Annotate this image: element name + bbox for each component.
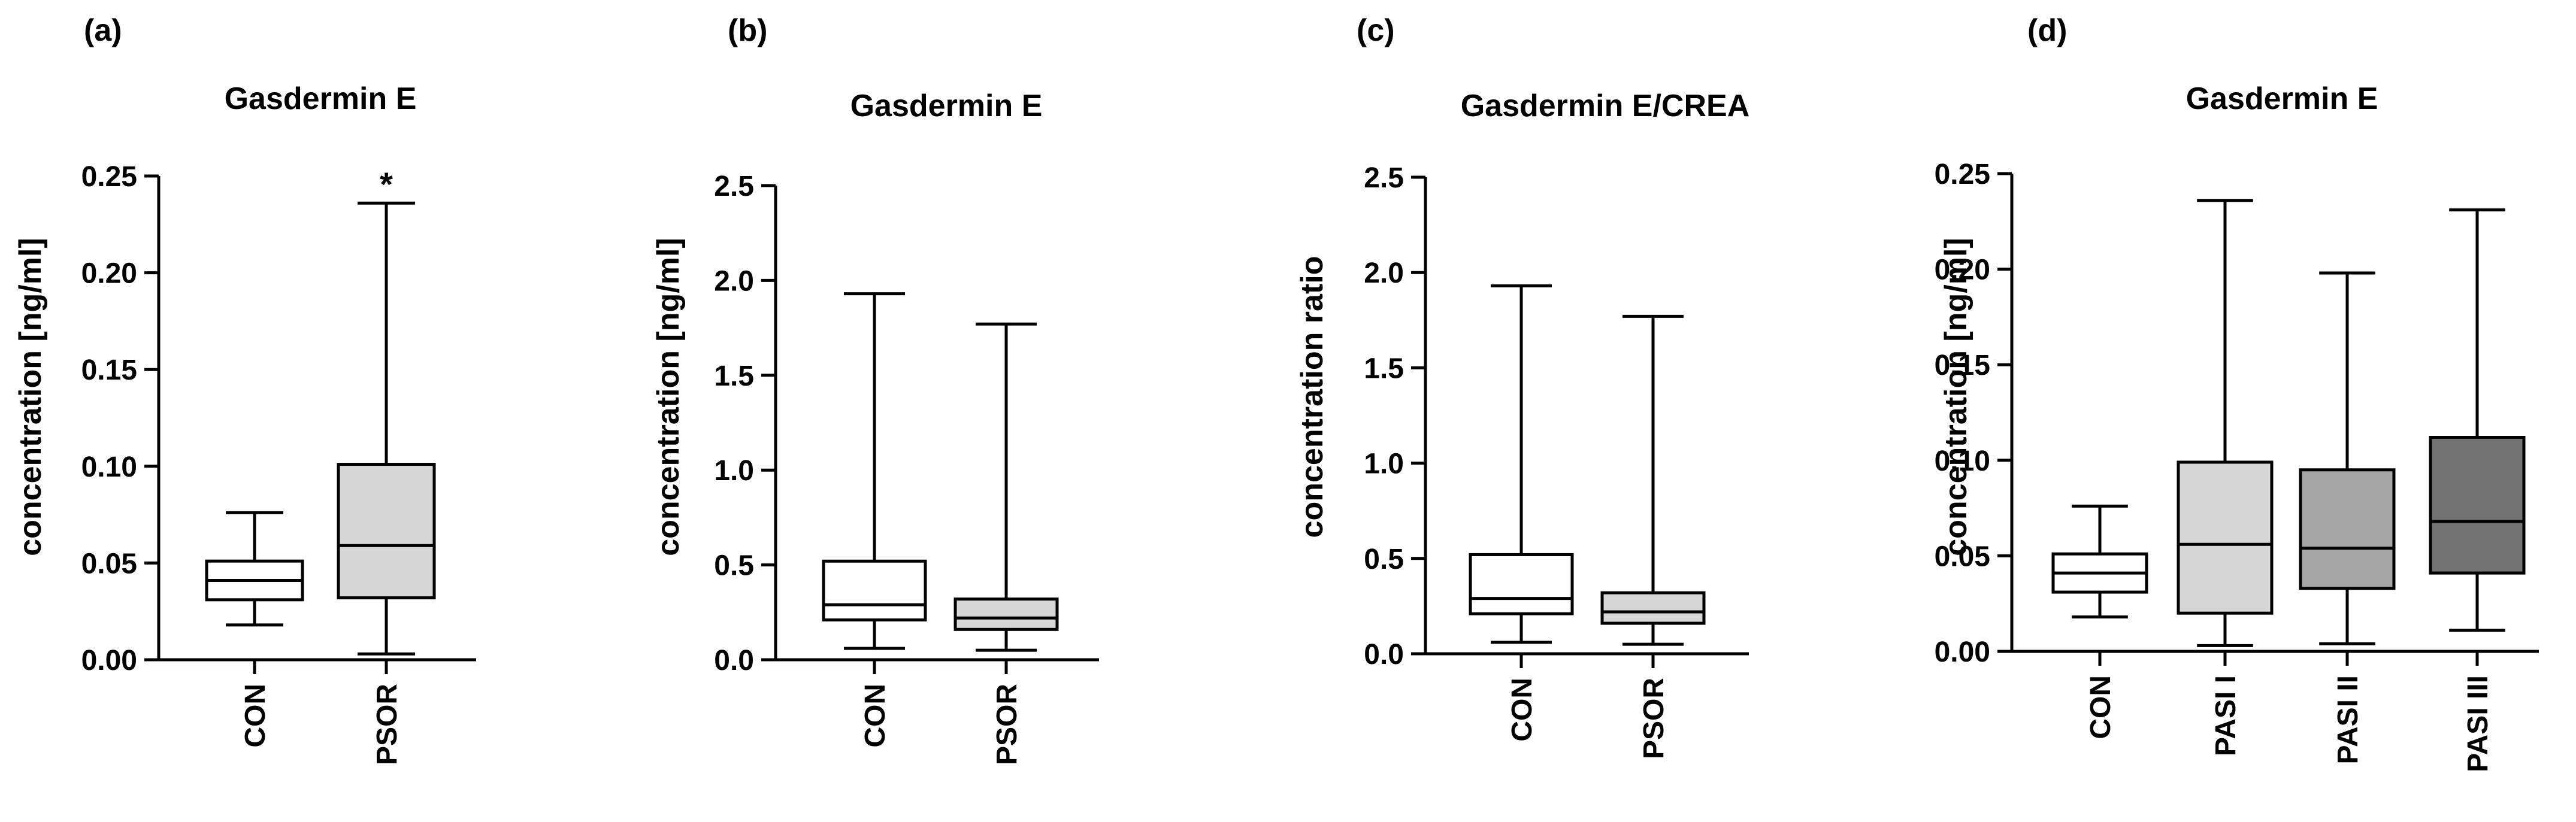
x-tick-label: PASI II bbox=[2332, 675, 2364, 764]
y-tick-label: 0.10 bbox=[1935, 445, 1990, 477]
iqr-box bbox=[953, 597, 1059, 631]
y-tick-label: 0.05 bbox=[1935, 541, 1990, 572]
boxes bbox=[205, 201, 436, 656]
significance-marker: * bbox=[380, 165, 393, 203]
y-tick-label: 2.5 bbox=[1364, 162, 1404, 194]
box-psor bbox=[337, 201, 436, 656]
y-tick-label: 2.0 bbox=[714, 265, 754, 297]
y-tick-label: 0.20 bbox=[1935, 254, 1990, 286]
x-ticks: CON PSOR bbox=[859, 660, 1023, 765]
x-tick-label: CON bbox=[240, 684, 271, 748]
y-axis-label: concentration ratio bbox=[1295, 256, 1330, 538]
x-tick-label: CON bbox=[859, 684, 891, 748]
x-tick-label: CON bbox=[2085, 675, 2117, 739]
panel-label: (b) bbox=[728, 13, 767, 48]
iqr-box bbox=[2299, 468, 2396, 590]
iqr-box bbox=[337, 463, 436, 600]
panel-label: (d) bbox=[2027, 13, 2067, 48]
box-con bbox=[822, 292, 927, 650]
y-tick-label: 0.25 bbox=[1935, 159, 1990, 190]
y-tick-label: 0.5 bbox=[714, 550, 754, 582]
iqr-box bbox=[2429, 435, 2526, 575]
box-pasi-iii bbox=[2429, 208, 2526, 632]
x-tick-label: PASI III bbox=[2462, 675, 2494, 772]
panel-label: (a) bbox=[84, 13, 122, 48]
y-tick-label: 0.05 bbox=[81, 548, 137, 580]
y-tick-label: 0.25 bbox=[81, 161, 137, 193]
boxes bbox=[822, 292, 1059, 652]
x-tick-label: PASI I bbox=[2210, 675, 2242, 756]
y-tick-label: 0.5 bbox=[1364, 544, 1404, 575]
chart-title: Gasdermin E/CREA bbox=[1461, 89, 1750, 123]
y-tick-label: 0.00 bbox=[81, 645, 137, 677]
panel-label: (c) bbox=[1357, 13, 1395, 48]
y-tick-label: 2.0 bbox=[1364, 257, 1404, 289]
y-tick-label: 0.0 bbox=[714, 645, 754, 677]
x-ticks: CON PSOR bbox=[240, 660, 403, 765]
x-ticks: CON PASI I PASI II PASI III bbox=[2085, 651, 2494, 772]
y-tick-label: 0.15 bbox=[1935, 350, 1990, 381]
boxes bbox=[1469, 284, 1706, 646]
chart-b: (b) Gasdermin E concentration [ng/ml] 0.… bbox=[651, 13, 1099, 765]
x-tick-label: PSOR bbox=[1638, 678, 1670, 759]
panel-a: (a) Gasdermin E concentration [ng/ml] 0.… bbox=[0, 0, 644, 822]
y-tick-label: 0.20 bbox=[81, 258, 137, 290]
box-psor bbox=[1600, 314, 1706, 646]
panel-b: (b) Gasdermin E concentration [ng/ml] 0.… bbox=[644, 0, 1288, 822]
y-tick-label: 0.15 bbox=[81, 354, 137, 386]
y-tick-label: 0.0 bbox=[1364, 639, 1404, 671]
y-tick-label: 0.00 bbox=[1935, 636, 1990, 668]
y-axis-label: concentration [ng/ml] bbox=[1939, 238, 1973, 556]
boxes bbox=[2051, 199, 2526, 647]
chart-c: (c) Gasdermin E/CREA concentration ratio… bbox=[1295, 13, 1750, 759]
y-ticks: 0.00 0.05 0.10 0.15 0.20 0.25 bbox=[1935, 159, 2012, 668]
y-axis-label: concentration [ng/ml] bbox=[13, 238, 48, 556]
y-ticks: 0.0 0.5 1.0 1.5 2.0 2.5 bbox=[1364, 162, 1425, 671]
y-tick-label: 0.10 bbox=[81, 451, 137, 483]
box-pasi-ii bbox=[2299, 271, 2396, 645]
box-con bbox=[2051, 504, 2148, 619]
box-con bbox=[1469, 284, 1574, 644]
chart-title: Gasdermin E bbox=[225, 81, 417, 116]
y-tick-label: 1.5 bbox=[1364, 353, 1404, 384]
chart-d: (d) Gasdermin E concentration [ng/ml] 0.… bbox=[1935, 13, 2539, 772]
chart-title: Gasdermin E bbox=[850, 89, 1043, 123]
panel-c: (c) Gasdermin E/CREA concentration ratio… bbox=[1288, 0, 1932, 822]
y-ticks: 0.0 0.5 1.0 1.5 2.0 2.5 bbox=[714, 171, 776, 677]
iqr-box bbox=[2177, 460, 2274, 615]
annotations: * bbox=[380, 165, 393, 203]
iqr-box bbox=[1469, 553, 1574, 615]
x-ticks: CON PSOR bbox=[1506, 654, 1670, 759]
box-con bbox=[205, 511, 304, 627]
box-pasi-i bbox=[2177, 199, 2274, 647]
y-tick-label: 1.0 bbox=[714, 455, 754, 487]
iqr-box bbox=[822, 559, 927, 621]
panel-d: (d) Gasdermin E concentration [ng/ml] 0.… bbox=[1932, 0, 2576, 822]
chart-title: Gasdermin E bbox=[2186, 81, 2378, 116]
chart-a: (a) Gasdermin E concentration [ng/ml] 0.… bbox=[13, 13, 476, 765]
y-axis-label: concentration [ng/ml] bbox=[651, 238, 686, 556]
x-tick-label: PSOR bbox=[371, 684, 403, 765]
y-tick-label: 2.5 bbox=[714, 171, 754, 202]
y-tick-label: 1.0 bbox=[1364, 448, 1404, 480]
y-tick-label: 1.5 bbox=[714, 360, 754, 392]
x-tick-label: PSOR bbox=[991, 684, 1023, 765]
iqr-box bbox=[1600, 591, 1706, 625]
box-psor bbox=[953, 322, 1059, 652]
y-ticks: 0.00 0.05 0.10 0.15 0.20 0.25 bbox=[81, 161, 159, 677]
x-tick-label: CON bbox=[1506, 678, 1538, 742]
